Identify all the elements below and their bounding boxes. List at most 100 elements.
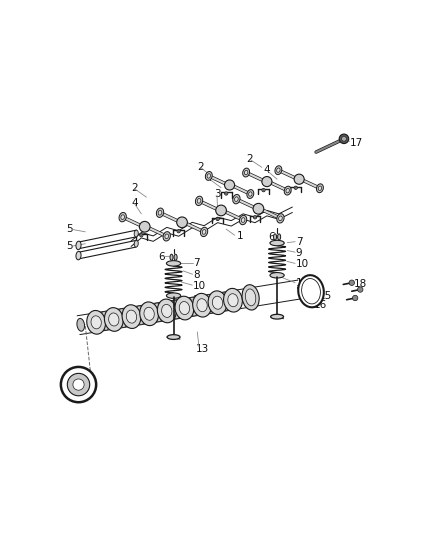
Ellipse shape (193, 293, 212, 317)
Ellipse shape (273, 234, 276, 240)
Ellipse shape (240, 215, 247, 225)
Ellipse shape (170, 254, 173, 260)
Ellipse shape (216, 205, 226, 216)
Ellipse shape (166, 261, 181, 266)
Ellipse shape (262, 176, 272, 187)
Text: 5: 5 (67, 224, 73, 235)
Ellipse shape (197, 198, 201, 203)
Text: 8: 8 (193, 270, 200, 280)
Ellipse shape (223, 288, 242, 312)
Circle shape (353, 295, 358, 301)
Ellipse shape (135, 306, 146, 325)
Ellipse shape (188, 297, 199, 316)
Text: 13: 13 (196, 344, 209, 354)
Text: 14: 14 (62, 384, 75, 394)
Ellipse shape (286, 189, 290, 193)
Text: 10: 10 (296, 259, 309, 269)
Ellipse shape (284, 186, 291, 195)
Ellipse shape (253, 204, 264, 214)
Ellipse shape (134, 240, 138, 247)
Text: 16: 16 (314, 300, 327, 310)
Ellipse shape (244, 171, 248, 175)
Circle shape (177, 230, 180, 233)
Circle shape (73, 379, 84, 390)
Ellipse shape (121, 215, 124, 220)
Ellipse shape (279, 216, 282, 221)
Text: 5: 5 (67, 241, 73, 251)
Ellipse shape (139, 221, 150, 232)
Text: 4: 4 (131, 198, 138, 208)
Ellipse shape (162, 304, 172, 318)
Ellipse shape (77, 318, 85, 331)
Circle shape (294, 186, 297, 189)
Text: 4: 4 (264, 165, 270, 175)
Ellipse shape (205, 172, 212, 180)
Ellipse shape (294, 174, 304, 184)
Ellipse shape (225, 180, 235, 190)
Ellipse shape (317, 184, 323, 192)
Ellipse shape (233, 195, 240, 204)
Text: 11: 11 (193, 295, 206, 305)
Text: 1: 1 (237, 231, 243, 241)
Ellipse shape (201, 227, 208, 237)
Circle shape (225, 192, 228, 195)
Circle shape (61, 367, 96, 402)
Text: 12: 12 (296, 278, 309, 288)
Ellipse shape (220, 292, 231, 311)
Circle shape (67, 374, 90, 396)
Ellipse shape (302, 279, 321, 304)
Circle shape (349, 280, 354, 286)
Ellipse shape (278, 234, 281, 240)
Ellipse shape (117, 309, 128, 327)
Text: 6: 6 (158, 252, 165, 262)
Ellipse shape (140, 302, 159, 326)
Ellipse shape (228, 294, 238, 306)
Circle shape (216, 217, 219, 221)
Text: 4: 4 (206, 173, 212, 183)
Circle shape (262, 189, 265, 192)
Ellipse shape (152, 303, 163, 321)
Ellipse shape (249, 192, 252, 196)
Ellipse shape (122, 305, 141, 328)
Ellipse shape (242, 285, 259, 310)
Text: 9: 9 (296, 248, 302, 258)
Circle shape (254, 216, 256, 218)
Text: 17: 17 (350, 138, 364, 148)
Ellipse shape (170, 300, 181, 319)
Circle shape (178, 231, 179, 232)
Ellipse shape (76, 252, 81, 260)
Ellipse shape (119, 213, 126, 222)
Circle shape (339, 134, 349, 143)
Ellipse shape (175, 296, 194, 320)
Text: 6: 6 (268, 231, 275, 241)
Ellipse shape (167, 335, 180, 340)
Ellipse shape (207, 174, 211, 178)
Ellipse shape (208, 291, 227, 314)
Ellipse shape (87, 311, 106, 334)
Ellipse shape (277, 168, 280, 172)
Ellipse shape (235, 197, 238, 201)
Ellipse shape (91, 316, 101, 329)
Text: 7: 7 (296, 237, 302, 247)
Ellipse shape (163, 232, 170, 241)
Circle shape (254, 216, 257, 219)
Ellipse shape (156, 208, 164, 217)
Ellipse shape (179, 302, 190, 314)
Circle shape (357, 287, 363, 292)
Text: 3: 3 (214, 190, 221, 199)
Ellipse shape (144, 307, 154, 320)
Text: 18: 18 (353, 279, 367, 289)
Circle shape (263, 190, 264, 191)
Ellipse shape (202, 230, 206, 235)
Circle shape (141, 235, 142, 236)
Ellipse shape (212, 296, 223, 309)
Ellipse shape (270, 240, 284, 246)
Ellipse shape (165, 234, 169, 239)
Ellipse shape (158, 211, 162, 215)
Text: 7: 7 (193, 259, 200, 269)
Ellipse shape (76, 241, 81, 249)
Text: 15: 15 (319, 292, 332, 301)
Ellipse shape (99, 312, 110, 330)
Polygon shape (297, 278, 316, 298)
Ellipse shape (271, 314, 283, 319)
